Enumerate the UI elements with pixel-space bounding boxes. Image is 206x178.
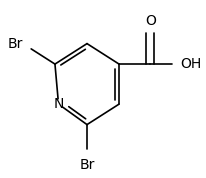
- Text: OH: OH: [180, 57, 202, 71]
- Text: Br: Br: [79, 158, 95, 172]
- Text: Br: Br: [8, 37, 23, 51]
- Text: N: N: [53, 97, 64, 111]
- Text: O: O: [145, 14, 156, 28]
